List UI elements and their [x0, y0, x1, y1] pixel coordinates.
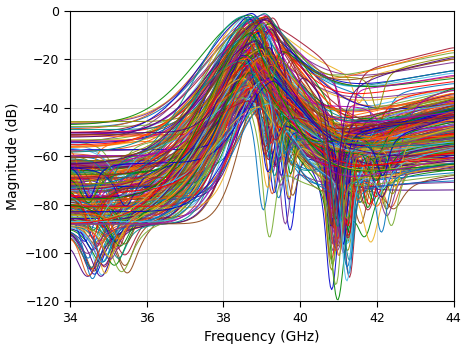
Y-axis label: Magnitude (dB): Magnitude (dB) — [6, 102, 20, 210]
X-axis label: Frequency (GHz): Frequency (GHz) — [204, 330, 319, 344]
